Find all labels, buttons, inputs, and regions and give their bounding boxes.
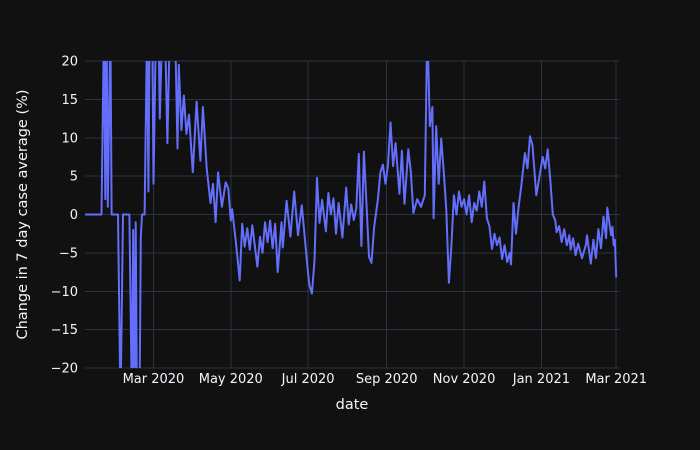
y-tick-label: 10 xyxy=(61,131,78,146)
x-tick-label: Nov 2020 xyxy=(433,372,496,387)
x-tick-label: May 2020 xyxy=(199,372,263,387)
series-line xyxy=(85,61,618,368)
data-series xyxy=(85,61,618,368)
x-tick-label: Sep 2020 xyxy=(356,372,418,387)
y-tick-label: −15 xyxy=(51,323,78,338)
x-axis-title: date xyxy=(336,397,369,413)
y-axis-title: Change in 7 day case average (%) xyxy=(15,89,31,339)
y-tick-label: −20 xyxy=(51,362,78,377)
y-tick-label: −10 xyxy=(51,285,78,300)
y-tick-label: 0 xyxy=(70,208,78,223)
vertical-gridlines xyxy=(152,61,617,368)
x-axis-tick-labels: Mar 2020 May 2020 Jul 2020 Sep 2020 Nov 2020… xyxy=(123,372,647,387)
x-tick-label: Mar 2020 xyxy=(123,372,185,387)
x-tick-label: Jan 2021 xyxy=(512,372,570,387)
y-tick-label: 5 xyxy=(70,170,78,185)
y-axis-tick-labels: 20 15 10 5 0 −5 −10 −15 −20 xyxy=(51,55,78,377)
y-tick-label: 20 xyxy=(61,55,78,70)
x-tick-label: Mar 2021 xyxy=(585,372,647,387)
y-tick-label: −5 xyxy=(59,246,78,261)
y-tick-label: 15 xyxy=(61,93,78,108)
x-tick-label: Jul 2020 xyxy=(281,372,335,387)
